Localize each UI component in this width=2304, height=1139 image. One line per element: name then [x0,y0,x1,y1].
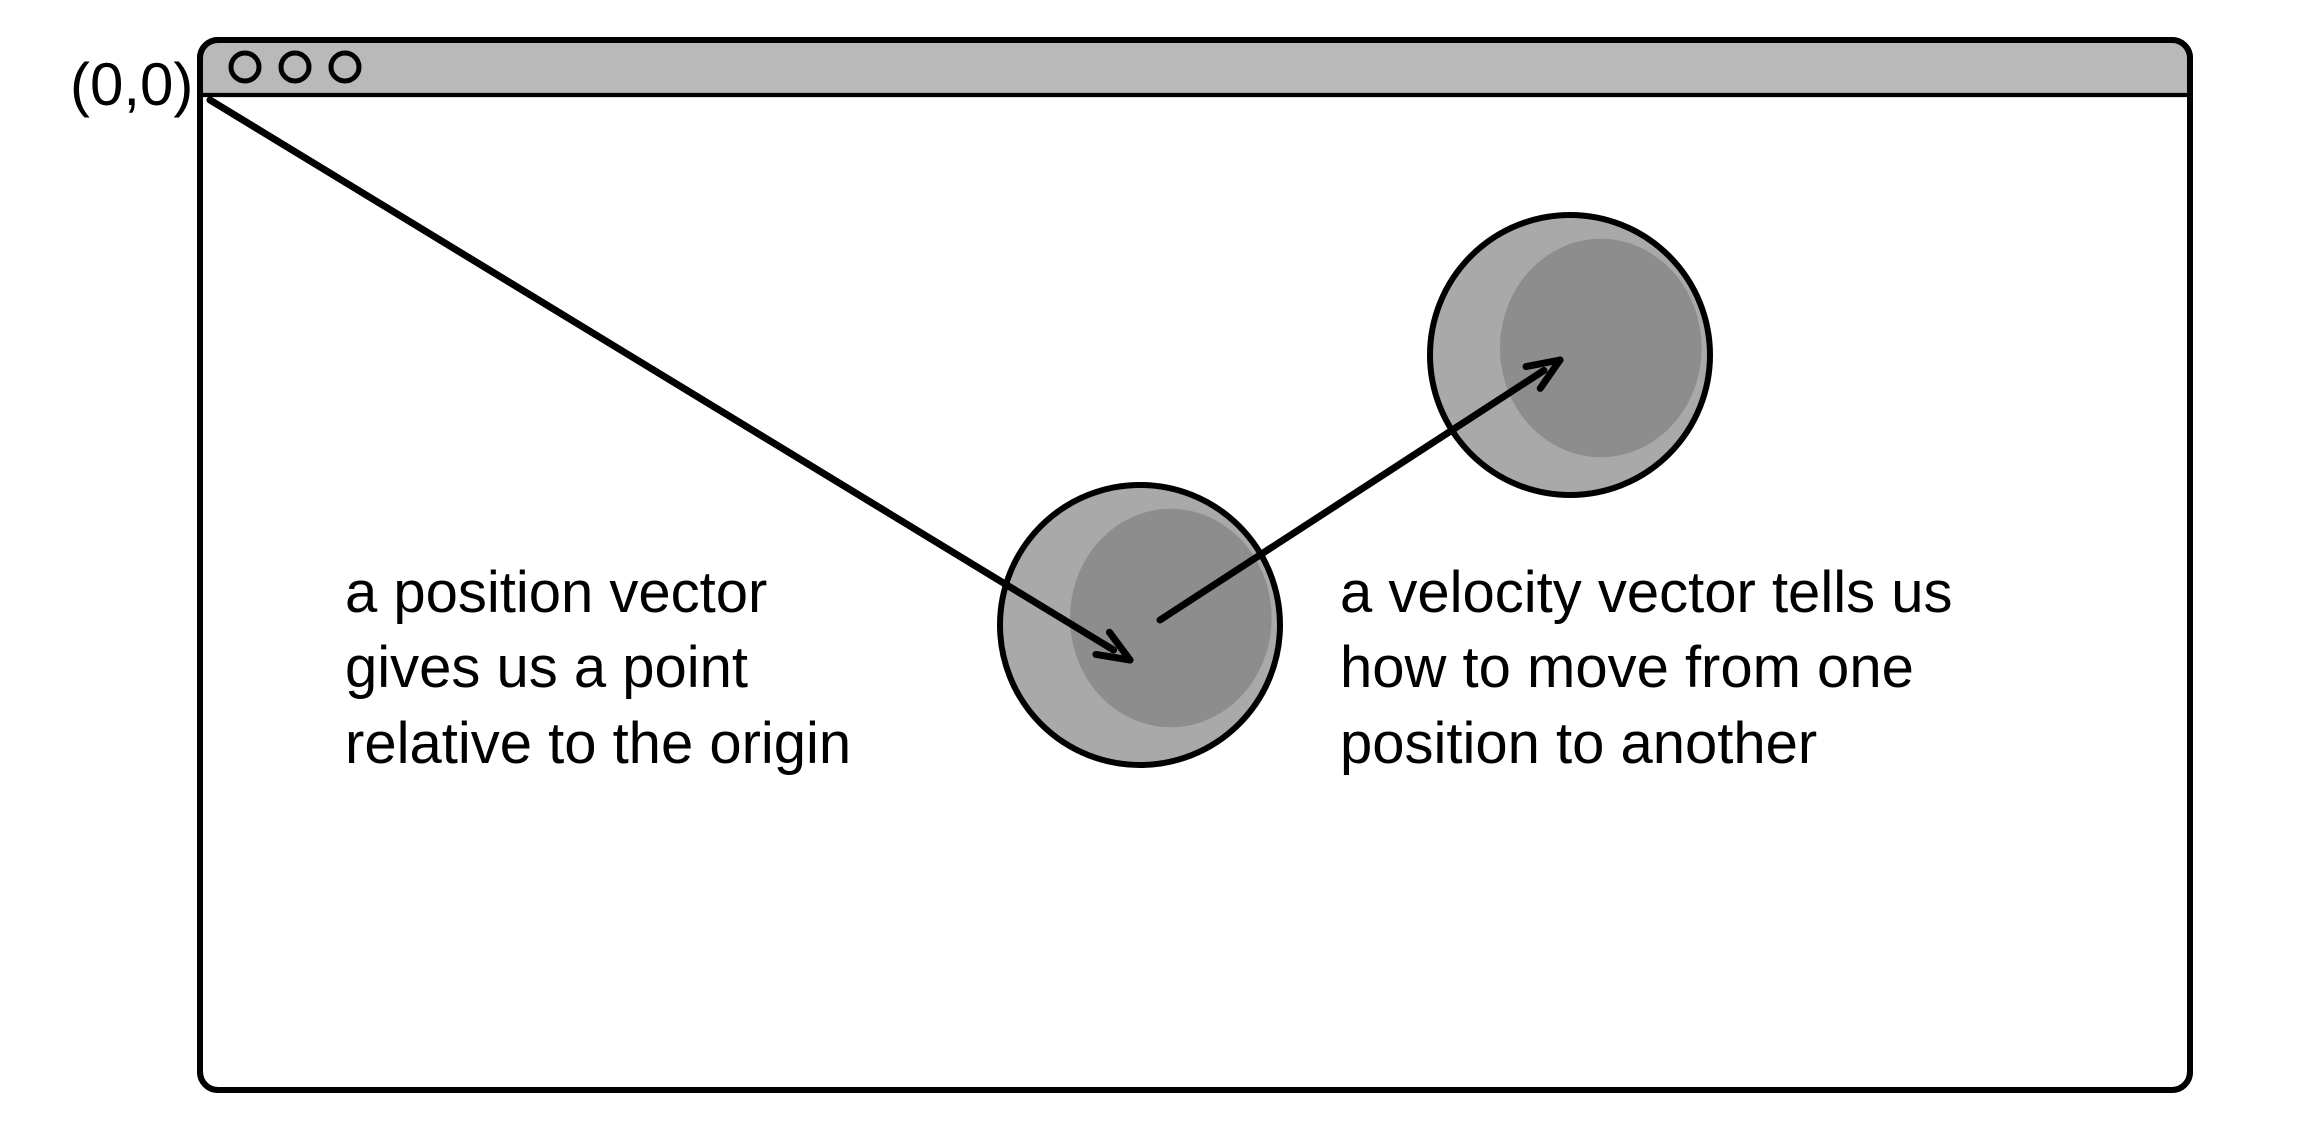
window-titlebar [200,40,2190,95]
origin-label: (0,0) [70,50,193,119]
caption-velocity-vector: a velocity vector tells us how to move f… [1340,555,1952,781]
diagram-stage: (0,0) a position vector gives us a point… [0,0,2304,1139]
caption-position-vector: a position vector gives us a point relat… [345,555,851,781]
vel-circle [1430,215,1710,495]
pos-circle [1000,485,1280,765]
